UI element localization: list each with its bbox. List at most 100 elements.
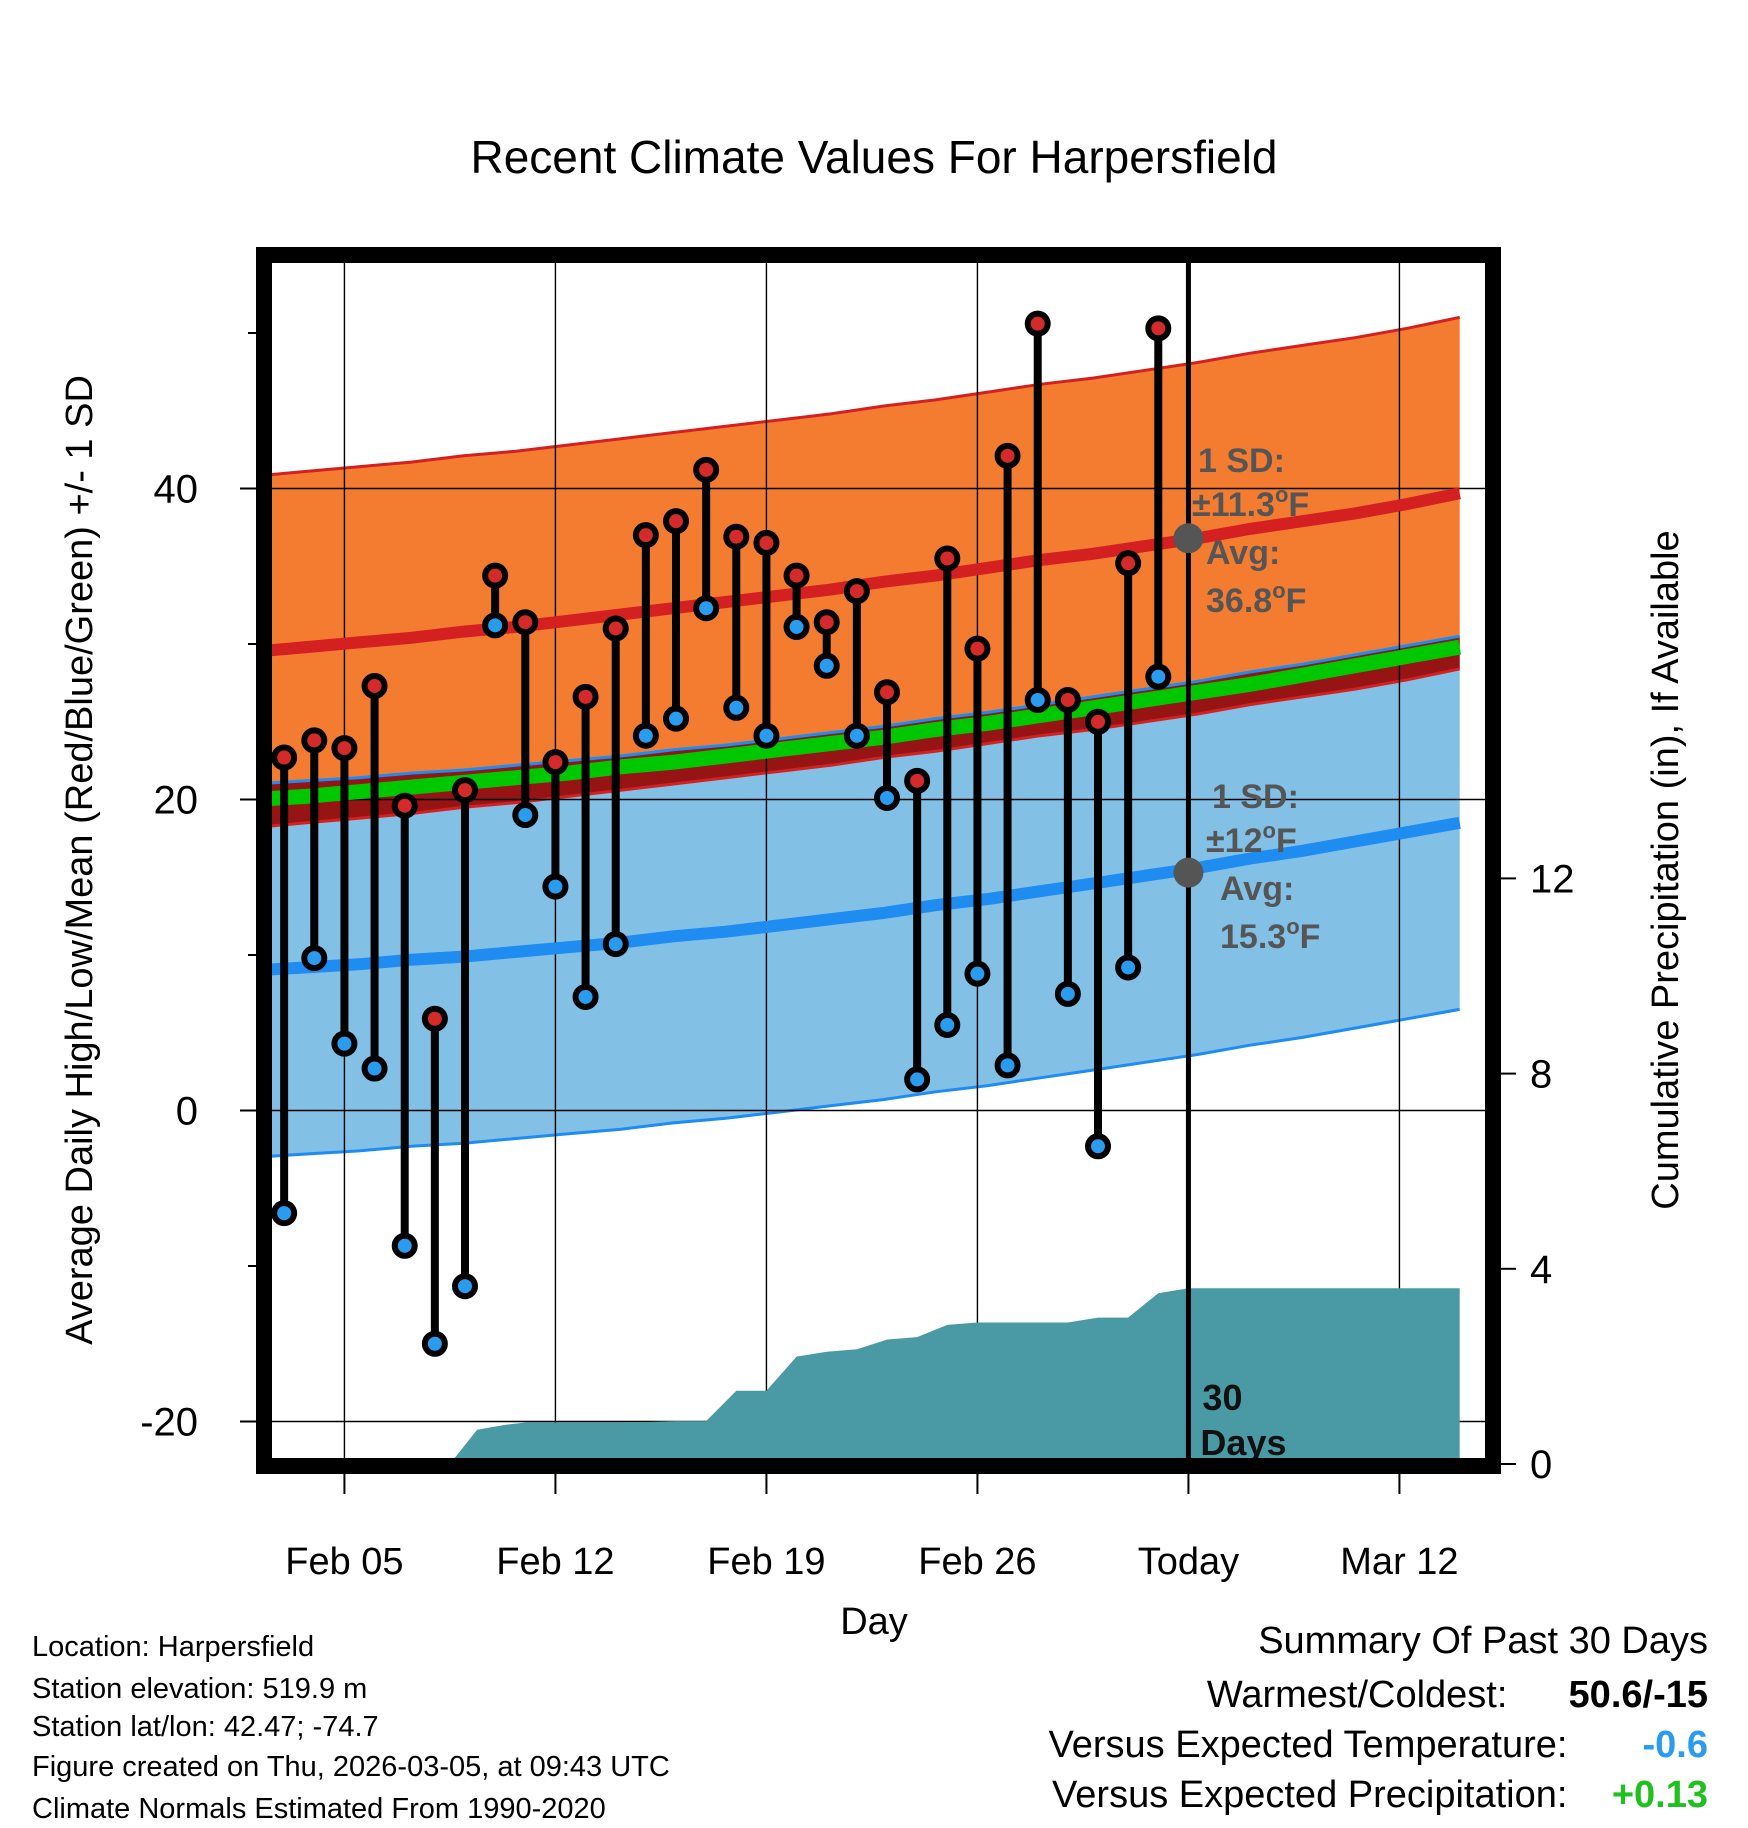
- info-elevation: Station elevation: 519.9 m: [32, 1673, 368, 1705]
- high-avg-value: 36.8oF: [1206, 578, 1306, 620]
- daily-high-point: [331, 735, 358, 762]
- daily-high-point: [783, 562, 810, 589]
- x-tick-label: Feb 26: [918, 1541, 1036, 1583]
- daily-high-point: [1024, 310, 1051, 337]
- daily-low-point: [421, 1330, 448, 1357]
- normal-low-line: [264, 816, 1461, 976]
- daily-low-point: [301, 945, 328, 972]
- daily-low-point: [904, 1066, 931, 1093]
- daily-low-point: [994, 1052, 1021, 1079]
- daily-low-point: [813, 652, 840, 679]
- y-axis-right-label: Cumulative Precipitation (in), If Availa…: [1645, 530, 1687, 1209]
- daily-high-point: [512, 609, 539, 636]
- daily-low-point: [783, 613, 810, 640]
- summary-precip: Versus Expected Precipitation: +0.13: [1052, 1774, 1708, 1817]
- summary-temp: Versus Expected Temperature: -0.6: [1049, 1724, 1708, 1767]
- daily-low-point: [452, 1273, 479, 1300]
- daily-high-point: [663, 508, 690, 535]
- daily-high-point: [421, 1005, 448, 1032]
- low-avg-label: Avg:: [1220, 870, 1294, 908]
- daily-low-point: [361, 1055, 388, 1082]
- low-avg-marker: [1173, 857, 1204, 888]
- x-axis-label: Day: [840, 1601, 908, 1643]
- daily-low-point: [874, 784, 901, 811]
- daily-high-point: [693, 456, 720, 483]
- high-band-lower-edge: [264, 667, 1461, 829]
- daily-high-point: [934, 545, 961, 572]
- days-count-label: 30: [1202, 1377, 1242, 1418]
- daily-high-point: [994, 442, 1021, 469]
- y-right-tick-label: 8: [1530, 1053, 1552, 1097]
- y-tick-label: 20: [154, 779, 199, 823]
- daily-high-point: [482, 562, 509, 589]
- daily-low-point: [964, 960, 991, 987]
- x-tick-label: Today: [1138, 1541, 1239, 1583]
- daily-high-point: [1085, 708, 1112, 735]
- daily-low-point: [693, 595, 720, 622]
- daily-low-point: [934, 1011, 961, 1038]
- daily-high-point: [391, 792, 418, 819]
- daily-high-point: [813, 609, 840, 636]
- daily-high-point: [874, 679, 901, 706]
- info-created: Figure created on Thu, 2026-03-05, at 09…: [32, 1751, 670, 1783]
- daily-high-point: [602, 615, 629, 642]
- daily-low-point: [723, 694, 750, 721]
- daily-high-point: [572, 683, 599, 710]
- daily-low-point: [1024, 686, 1051, 713]
- y-right-tick-label: 4: [1530, 1248, 1552, 1292]
- daily-low-point: [632, 722, 659, 749]
- info-latlon: Station lat/lon: 42.47; -74.7: [32, 1711, 379, 1743]
- daily-high-point: [1054, 686, 1081, 713]
- y-tick-label: 40: [154, 468, 199, 512]
- low-avg-value: 15.3oF: [1220, 914, 1320, 956]
- summary-temp-label: Versus Expected Temperature:: [1048, 1724, 1568, 1766]
- daily-low-point: [482, 612, 509, 639]
- daily-high-point: [964, 635, 991, 662]
- daily-low-point: [663, 705, 690, 732]
- daily-low-point: [753, 722, 780, 749]
- daily-low-point: [1054, 980, 1081, 1007]
- precipitation-layer: [449, 1288, 1460, 1466]
- axes: Feb 05 Feb 12 Feb 19 Feb 26 Today Mar 12 -20 0 2…: [140, 332, 1575, 1583]
- low-band-lower-edge: [264, 1007, 1460, 1159]
- daily-high-point: [301, 727, 328, 754]
- summary-temp-value: -0.6: [1642, 1724, 1708, 1766]
- daily-low-point: [602, 931, 629, 958]
- info-location: Location: Harpersfield: [32, 1631, 315, 1663]
- x-tick-label: Feb 12: [496, 1541, 614, 1583]
- daily-high-point: [1115, 550, 1142, 577]
- summary-precip-label: Versus Expected Precipitation:: [1052, 1774, 1568, 1816]
- x-tick-label: Mar 12: [1340, 1541, 1458, 1583]
- y-tick-label: -20: [140, 1401, 198, 1445]
- x-tick-label: Feb 05: [285, 1541, 403, 1583]
- daily-low-point: [542, 873, 569, 900]
- cumulative-precip-area: [449, 1288, 1460, 1466]
- daily-high-point: [843, 578, 870, 605]
- daily-low-point: [1085, 1133, 1112, 1160]
- daily-low-point: [843, 722, 870, 749]
- daily-low-point: [391, 1232, 418, 1259]
- daily-high-point: [904, 767, 931, 794]
- daily-high-point: [452, 777, 479, 804]
- x-tick-label: Feb 19: [707, 1541, 825, 1583]
- daily-low-point: [1145, 663, 1172, 690]
- plot-frame: [256, 247, 1501, 1474]
- daily-low-point: [1115, 954, 1142, 981]
- summary-title: Summary Of Past 30 Days: [1258, 1620, 1708, 1662]
- low-sd-value: ±12oF: [1206, 818, 1297, 860]
- days-word-label: Days: [1200, 1422, 1286, 1463]
- high-band-upper-edge: [264, 315, 1461, 477]
- high-sd-value: ±11.3oF: [1192, 482, 1309, 524]
- high-avg-marker: [1173, 523, 1204, 554]
- summary-precip-value: +0.13: [1611, 1774, 1708, 1816]
- y-right-tick-label: 0: [1530, 1443, 1552, 1487]
- low-sd-label: 1 SD:: [1212, 778, 1299, 816]
- high-avg-label: Avg:: [1206, 534, 1280, 572]
- daily-high-point: [1145, 315, 1172, 342]
- daily-high-point: [632, 522, 659, 549]
- daily-low-point: [572, 983, 599, 1010]
- summary-warmest: Warmest/Coldest: 50.6/-15: [1207, 1674, 1708, 1717]
- y-right-tick-label: 12: [1530, 857, 1575, 901]
